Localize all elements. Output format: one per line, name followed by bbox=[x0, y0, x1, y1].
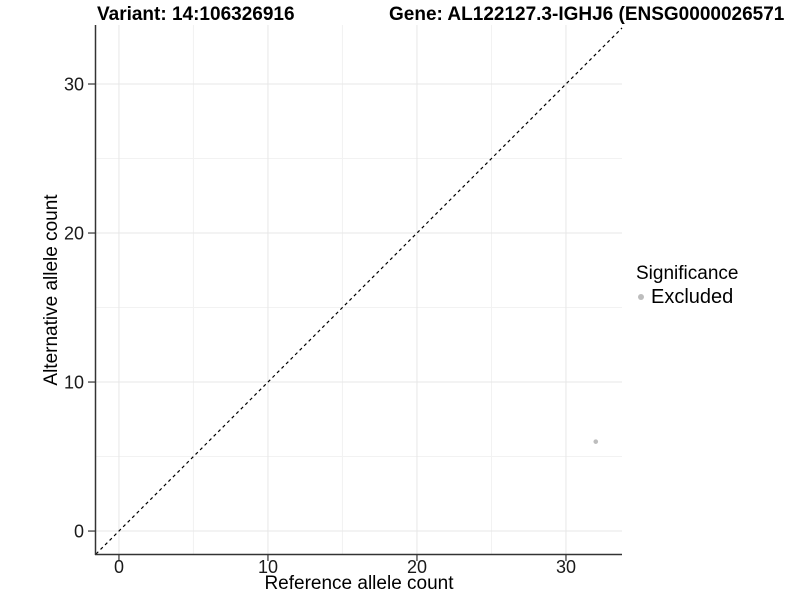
y-axis-title: Alternative allele count bbox=[41, 194, 62, 386]
y-tick-label: 0 bbox=[74, 522, 84, 542]
plot-title-gene: Gene: AL122127.3-IGHJ6 (ENSG0000026571 bbox=[389, 4, 785, 25]
legend: Significance Excluded bbox=[636, 263, 738, 308]
legend-item: Excluded bbox=[636, 286, 738, 308]
x-tick-label: 0 bbox=[114, 557, 124, 577]
x-tick-label: 10 bbox=[258, 557, 278, 577]
x-axis-title: Reference allele count bbox=[264, 573, 454, 594]
legend-title: Significance bbox=[636, 263, 739, 284]
legend-item-label: Excluded bbox=[651, 286, 734, 308]
data-point bbox=[593, 439, 599, 444]
y-tick-label: 10 bbox=[64, 373, 84, 393]
plot-title-variant: Variant: 14:106326916 bbox=[97, 4, 295, 25]
y-tick-label: 30 bbox=[64, 75, 84, 95]
x-tick-label: 30 bbox=[556, 557, 576, 577]
identity-reference-line bbox=[95, 27, 623, 555]
x-tick-label: 20 bbox=[407, 557, 427, 577]
legend-key-dot-icon bbox=[638, 294, 644, 300]
legend-items: Excluded bbox=[636, 286, 738, 308]
y-tick-label: 20 bbox=[64, 224, 84, 244]
